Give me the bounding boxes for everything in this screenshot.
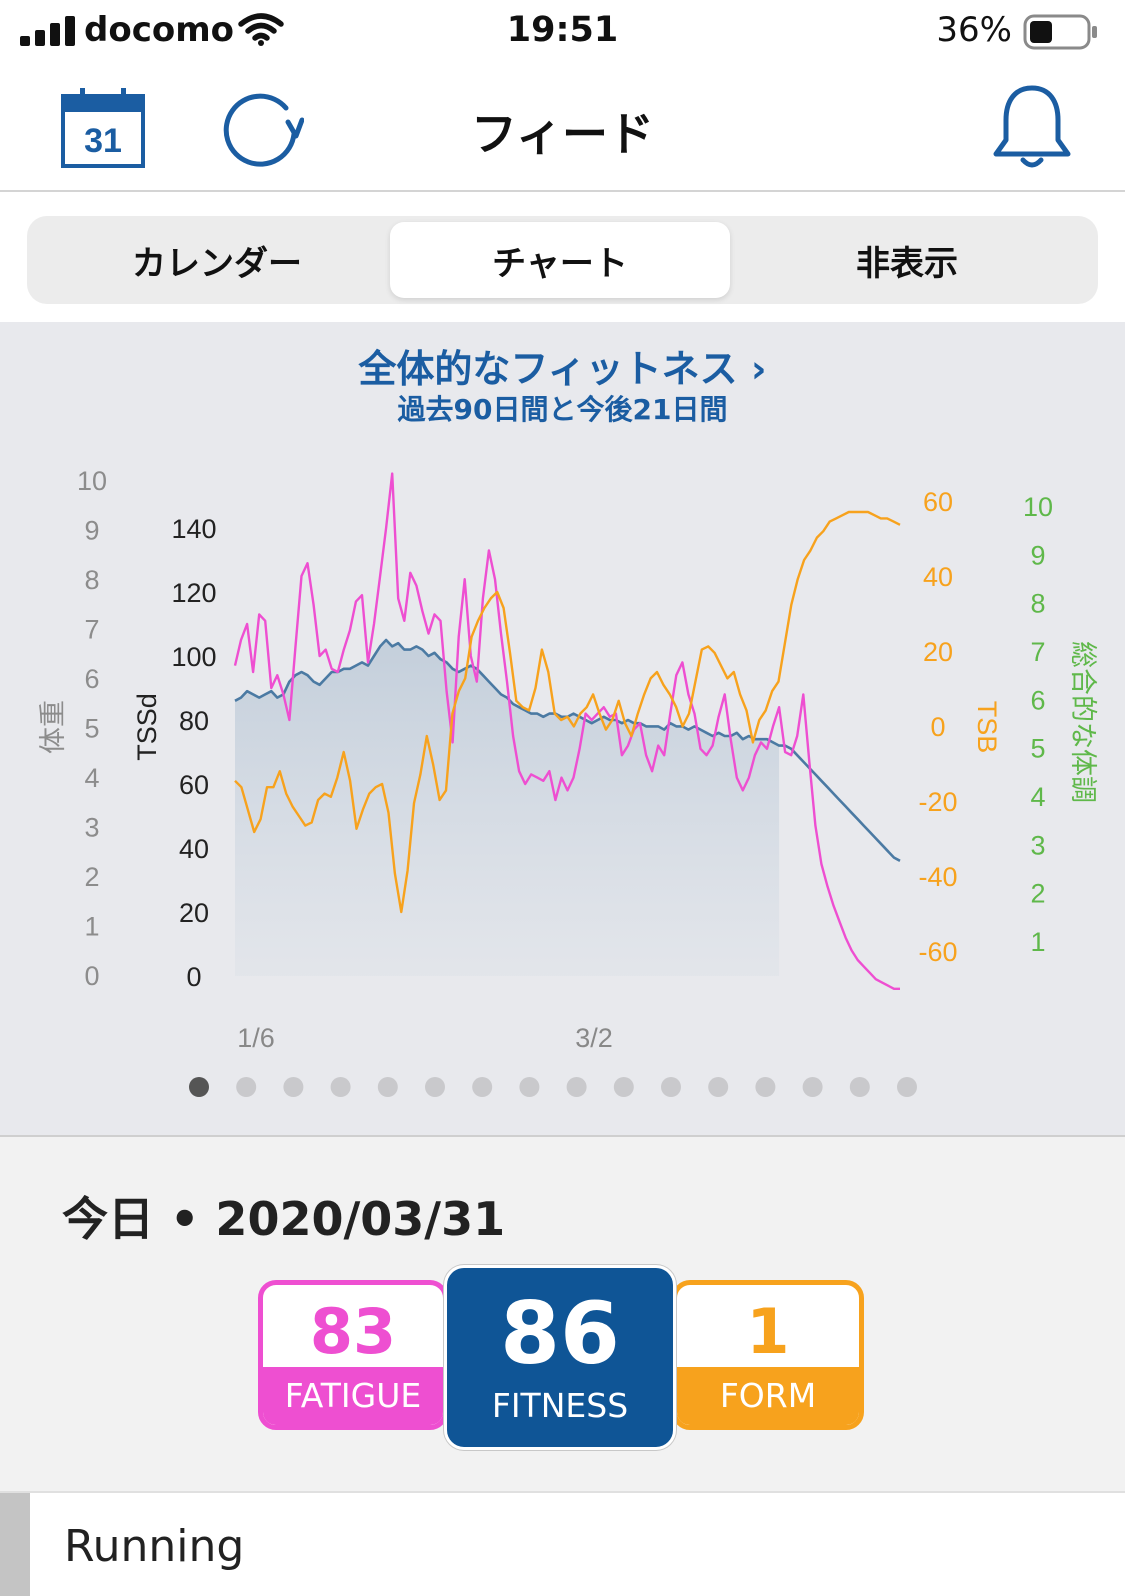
page-dot [189,1077,209,1097]
today-summary: 今日 • 2020/03/31 83 FATIGUE 1 FORM 86 FIT… [0,1137,1125,1491]
tsb-axis-tick: 60 [923,487,953,517]
feed-item-running[interactable]: Running [0,1491,1125,1596]
page-indicator[interactable] [189,1077,917,1097]
fitness-card[interactable]: 86 FITNESS [444,1265,676,1450]
cellular-signal-icon [20,16,75,46]
tss-axis-tick: 140 [171,514,216,544]
tss-axis-tick: 20 [179,898,209,928]
weight-axis-tick: 4 [84,763,99,793]
tss-axis-label: TSSd [132,693,162,761]
page-dot [519,1077,540,1097]
page-dot [236,1077,257,1097]
page-dot [708,1077,729,1097]
battery-icon [1023,14,1097,50]
tab-hidden[interactable]: 非表示 [856,243,958,284]
bell-icon[interactable] [990,82,1074,172]
overall-axis-tick: 2 [1030,879,1045,909]
today-date: 今日 • 2020/03/31 [62,1192,506,1246]
tsb-axis-tick: -40 [918,862,957,892]
tss-axis-tick: 0 [186,962,201,992]
tab-chart[interactable]: チャート [390,222,730,298]
weight-axis-tick: 1 [84,912,99,942]
weight-axis-tick: 3 [84,813,99,843]
page-dot [802,1077,823,1097]
overall-axis-tick: 8 [1030,589,1045,619]
feed-item-title: Running [64,1521,245,1572]
x-axis-tick: 3/2 [575,1023,613,1053]
chart-subtitle: 過去90日間と今後21日間 [397,393,728,426]
form-card[interactable]: 1 FORM [672,1280,864,1430]
series-line-1 [233,472,900,990]
page-dot [661,1077,681,1097]
overall-axis-tick: 9 [1030,540,1045,570]
weight-axis-tick: 0 [84,961,99,991]
page-dot [377,1077,398,1097]
tss-axis-tick: 60 [179,770,209,800]
tss-axis-tick: 80 [179,706,209,736]
calendar-icon[interactable]: 31 [60,84,146,170]
fatigue-label: FATIGUE [263,1367,443,1425]
page-dot [897,1077,917,1097]
overall-axis-tick: 7 [1030,637,1045,667]
form-label: FORM [677,1367,859,1425]
status-bar: docomo 19:51 36% [0,0,1125,62]
tsb-axis-tick: 40 [923,562,953,592]
view-switcher: カレンダー チャート 非表示 [0,192,1125,322]
weight-axis-tick: 8 [84,565,99,595]
overall-axis-tick: 10 [1023,492,1053,522]
fatigue-card[interactable]: 83 FATIGUE [258,1280,448,1430]
battery-percentage: 36% [936,10,1012,50]
fitness-value: 86 [500,1284,620,1384]
tss-axis-tick: 100 [171,642,216,672]
page-dot [566,1077,587,1097]
fitness-label: FITNESS [491,1386,629,1425]
carrier-name: docomo [84,10,234,50]
page-title: フィード [470,107,655,161]
page-dot [330,1077,351,1097]
status-time: 19:51 [506,10,619,50]
tss-axis-tick: 40 [179,834,209,864]
weight-axis-label: 体重 [38,700,68,754]
fitness-area-fill [235,640,780,976]
overall-axis-tick: 4 [1030,782,1045,812]
overall-axis-tick: 5 [1030,734,1045,764]
tss-axis-tick: 120 [171,578,216,608]
overall-axis-tick: 6 [1030,685,1045,715]
calendar-day: 31 [84,122,122,160]
navigation-bar: 31 フィード [0,62,1125,192]
series-line-2 [234,510,901,914]
sync-icon[interactable] [218,86,304,168]
fitness-area [235,640,780,976]
feed-item-accent [0,1493,30,1596]
weight-axis-tick: 5 [84,714,99,744]
chart-title[interactable]: 全体的なフィットネス › [358,347,767,391]
segmented-control: カレンダー チャート 非表示 [27,216,1098,304]
page-dot [472,1077,493,1097]
tsb-axis-tick: 0 [930,712,945,742]
form-value: 1 [746,1295,790,1368]
weight-axis-tick: 9 [84,516,99,546]
overall-axis-tick: 1 [1030,927,1045,957]
tab-calendar[interactable]: カレンダー [132,243,302,284]
page-dot [755,1077,776,1097]
overall-axis-label: 総合的な体調 [1068,641,1098,803]
weight-axis-tick: 2 [84,862,99,892]
wifi-icon [238,13,284,46]
page-dot [283,1077,304,1097]
weight-axis-tick: 6 [84,664,99,694]
page-dot [849,1077,870,1097]
fitness-chart-panel[interactable]: 0 1 2 3 4 5 6 7 8 9 10 体重 0 20 40 60 80 100 120 140 TSSd -60-… [0,322,1125,1137]
weight-axis-tick: 7 [84,615,99,645]
page-dot [425,1077,445,1097]
page-dot [613,1077,634,1097]
x-axis-tick: 1/6 [237,1023,275,1053]
fatigue-value: 83 [309,1295,397,1368]
overall-axis-tick: 3 [1030,830,1045,860]
tsb-axis-tick: -60 [918,937,957,967]
tsb-axis-tick: 20 [923,637,953,667]
fitness-chart[interactable]: 012345678910体重020406080100120140TSSd-60-… [0,322,1125,1137]
tsb-axis-label: TSB [972,701,1002,754]
weight-axis-tick: 10 [77,466,107,496]
tsb-axis-tick: -20 [918,787,957,817]
